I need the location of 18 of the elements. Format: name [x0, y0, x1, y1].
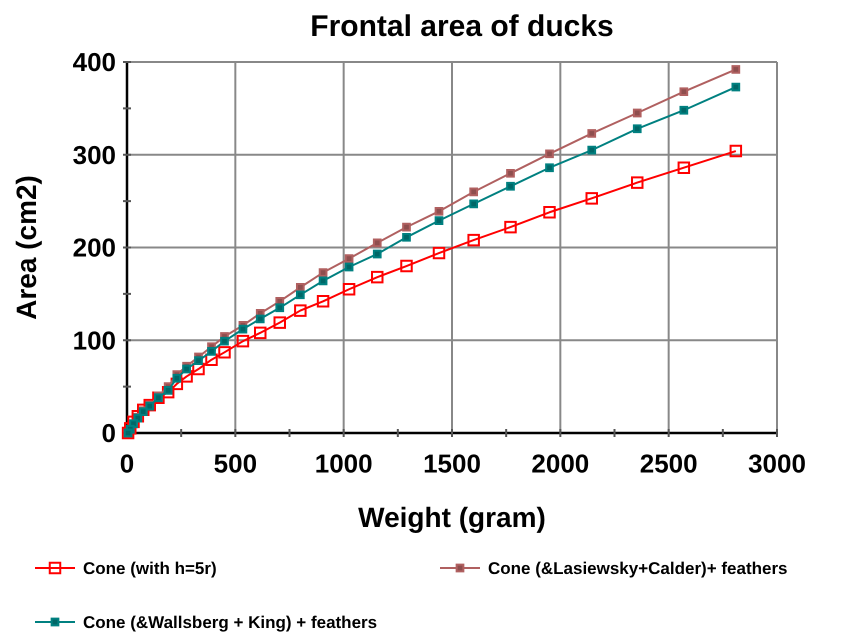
x-tick-label: 0: [120, 448, 134, 479]
legend-label: Cone (&Lasiewsky+Calder)+ feathers: [488, 559, 788, 578]
x-tick-label: 500: [214, 448, 258, 479]
x-tick-label: 2000: [531, 448, 590, 479]
x-tick-label: 2500: [640, 448, 698, 479]
legend-label: Cone (&Wallsberg + King) + feathers: [83, 613, 378, 632]
x-tick-label: 1000: [314, 448, 373, 479]
y-tick-label: 100: [72, 325, 116, 356]
x-axis-title: Weight (gram): [358, 502, 546, 533]
y-tick-label: 200: [72, 232, 116, 263]
y-tick-label: 0: [102, 418, 116, 448]
x-tick-label: 3000: [748, 448, 806, 479]
y-tick-label: 300: [72, 140, 116, 170]
y-axis-title: Area (cm2): [11, 175, 42, 320]
chart-title: Frontal area of ducks: [310, 10, 614, 43]
y-tick-label: 400: [72, 47, 116, 78]
x-tick-label: 1500: [423, 448, 481, 479]
legend-label: Cone (with h=5r): [83, 559, 217, 578]
